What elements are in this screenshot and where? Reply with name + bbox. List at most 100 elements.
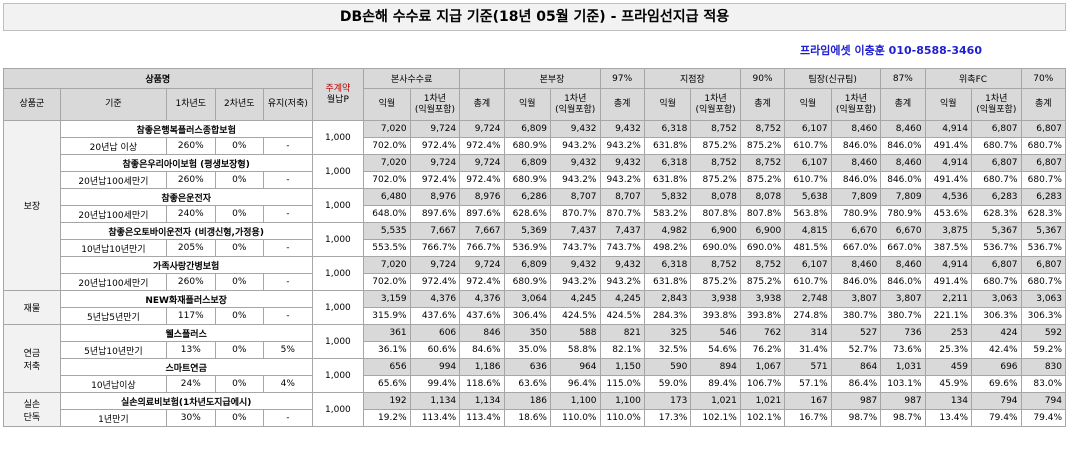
commission-amount: 4,376 <box>409 290 461 308</box>
commission-amount: 821 <box>599 324 645 342</box>
commission-amount: 4,914 <box>924 256 973 274</box>
commission-amount: 9,724 <box>409 256 461 274</box>
maintenance-rate: - <box>263 239 313 257</box>
year1-rate: 24% <box>166 375 216 393</box>
commission-amount: 8,460 <box>880 256 926 274</box>
monthly-premium: 1,000 <box>311 222 365 257</box>
commission-amount: 606 <box>409 324 461 342</box>
commission-rate: 424.5% <box>599 307 645 325</box>
commission-amount: 794 <box>1020 392 1067 410</box>
commission-rate: 57.1% <box>784 375 832 393</box>
commission-rate: 36.1% <box>363 341 411 359</box>
product-basis: 20년납100세만기 <box>59 273 168 291</box>
maintenance-rate: 4% <box>263 375 313 393</box>
table-row: 가족사랑간병보험 1,000 7,020 9,724 9,724 6,809 9,432 9,… <box>4 256 1067 291</box>
commission-rate: 481.5% <box>784 239 832 257</box>
commission-amount: 9,724 <box>459 120 505 138</box>
channel-pct: 70% <box>1020 68 1067 89</box>
commission-amount: 459 <box>924 358 973 376</box>
commission-amount: 9,724 <box>409 154 461 172</box>
table-row: 20년납 이상 260% 0% -702.0% 972.4% 972.4% 680.9% 94… <box>4 137 1067 155</box>
monthly-premium: 1,000 <box>311 392 365 427</box>
commission-rate: 875.2% <box>690 171 741 189</box>
commission-rate: 680.9% <box>503 171 551 189</box>
commission-rate: 972.4% <box>409 137 461 155</box>
maintenance-rate: - <box>263 409 313 427</box>
commission-amount: 5,367 <box>971 222 1022 240</box>
commission-amount: 7,437 <box>599 222 645 240</box>
commission-amount: 7,020 <box>363 154 411 172</box>
product-name: 참좋은오토바이운전자 (비갱신형,가정용) <box>59 222 313 240</box>
product-name: 가족사랑간병보험 <box>59 256 313 274</box>
commission-rate: 972.4% <box>409 273 461 291</box>
commission-amount: 3,064 <box>503 290 551 308</box>
commission-amount: 656 <box>363 358 411 376</box>
commission-amount: 846 <box>459 324 505 342</box>
product-group-label: 재물 <box>3 290 61 325</box>
commission-rate: 31.4% <box>784 341 832 359</box>
commission-rate: 943.2% <box>549 171 601 189</box>
commission-rate: 943.2% <box>599 171 645 189</box>
maintenance-rate: - <box>263 273 313 291</box>
commission-amount: 964 <box>549 358 601 376</box>
maintenance-rate: - <box>263 307 313 325</box>
commission-rate: 106.7% <box>739 375 786 393</box>
channel-header: 본부장 <box>503 68 601 89</box>
commission-rate: 491.4% <box>924 137 973 155</box>
commission-amount: 636 <box>503 358 551 376</box>
commission-rate: 284.3% <box>643 307 692 325</box>
sub-col-header: 익월 <box>643 88 692 121</box>
commission-amount: 5,369 <box>503 222 551 240</box>
year1-rate: 30% <box>166 409 216 427</box>
commission-rate: 680.7% <box>971 273 1022 291</box>
commission-rate: 498.2% <box>643 239 692 257</box>
commission-rate: 846.0% <box>830 171 882 189</box>
table-row: 20년납100세만기 260% 0% -702.0% 972.4% 972.4% 680.9… <box>4 171 1067 189</box>
commission-rate: 702.0% <box>363 273 411 291</box>
sub-col-header: 익월 <box>503 88 551 121</box>
product-basis: 20년납100세만기 <box>59 205 168 223</box>
commission-amount: 5,367 <box>1020 222 1067 240</box>
table-row: 보장 참좋은행복플러스종합보험 1,000 7,020 9,724 9,724 6,809 9… <box>3 120 1067 291</box>
product-basis: 5년납10년만기 <box>59 341 168 359</box>
commission-rate: 631.8% <box>643 171 692 189</box>
commission-amount: 6,286 <box>503 188 551 206</box>
commission-rate: 897.6% <box>409 205 461 223</box>
commission-rate: 18.6% <box>503 409 551 427</box>
product-basis: 5년납5년만기 <box>59 307 168 325</box>
maintenance-rate: - <box>263 137 313 155</box>
year2-rate: 0% <box>214 239 265 257</box>
commission-amount: 1,134 <box>459 392 505 410</box>
commission-amount: 4,914 <box>924 120 973 138</box>
product-basis: 1년만기 <box>59 409 168 427</box>
product-basis: 10년납이상 <box>59 375 168 393</box>
commission-rate: 118.6% <box>459 375 505 393</box>
monthly-premium: 1,000 <box>311 120 365 155</box>
commission-rate: 648.0% <box>363 205 411 223</box>
commission-amount: 571 <box>784 358 832 376</box>
monthly-premium: 1,000 <box>311 324 365 359</box>
commission-rate: 846.0% <box>830 273 882 291</box>
commission-rate: 563.8% <box>784 205 832 223</box>
commission-amount: 6,807 <box>971 256 1022 274</box>
commission-amount: 4,914 <box>924 154 973 172</box>
col-y2-header: 2차년도 <box>214 88 265 121</box>
monthly-premium: 1,000 <box>311 256 365 291</box>
product-basis: 20년납 이상 <box>59 137 168 155</box>
commission-amount: 3,938 <box>739 290 786 308</box>
commission-amount: 6,107 <box>784 154 832 172</box>
commission-amount: 314 <box>784 324 832 342</box>
commission-amount: 8,707 <box>549 188 601 206</box>
commission-rate: 113.4% <box>459 409 505 427</box>
commission-amount: 8,976 <box>459 188 505 206</box>
year1-rate: 240% <box>166 205 216 223</box>
page-title: DB손해 수수료 지급 기준(18년 05월 기준) - 프라임선지급 적용 <box>3 3 1066 31</box>
col-group-header: 상품군 <box>3 88 61 121</box>
product-group-label: 연금 저축 <box>3 324 61 393</box>
table-row: 연금 저축 웰스플러스 1,000 361 606 846 350 588 821 325 546 7… <box>3 324 1067 393</box>
year1-rate: 13% <box>166 341 216 359</box>
commission-rate: 306.4% <box>503 307 551 325</box>
commission-rate: 25.3% <box>924 341 973 359</box>
channel-pct: 90% <box>739 68 786 89</box>
commission-amount: 186 <box>503 392 551 410</box>
